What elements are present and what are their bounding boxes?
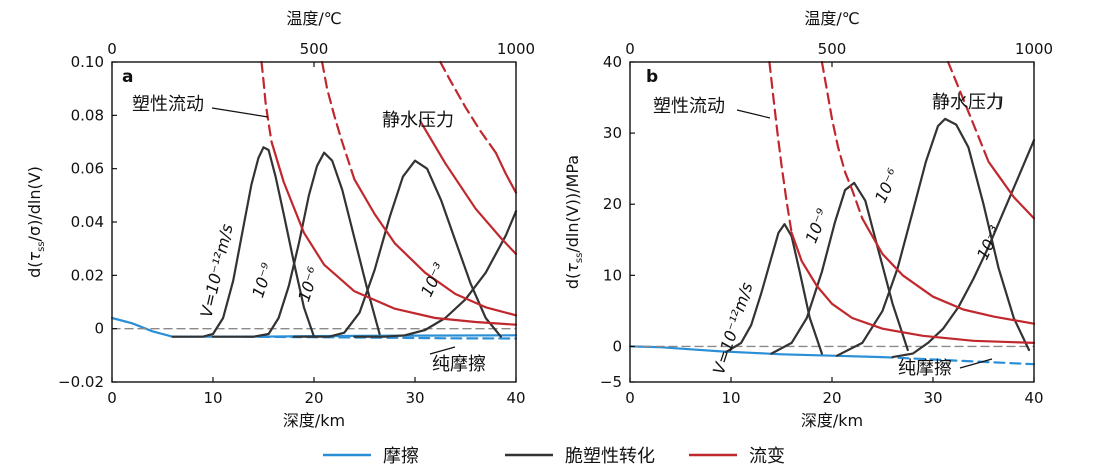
y-tick-label: −0.02 xyxy=(58,373,104,391)
legend-label: 流变 xyxy=(749,446,785,467)
y-tick-label: 0 xyxy=(612,337,622,355)
rheology-series-line-9 xyxy=(820,60,864,220)
x-tick-label: 30 xyxy=(923,389,942,407)
y-tick-label: 0.10 xyxy=(71,53,104,71)
rheology-series-line-14 xyxy=(418,119,518,256)
y-tick-label: 40 xyxy=(603,53,622,71)
top-x-axis-title: 温度/℃ xyxy=(286,9,341,28)
legend-label: 摩擦 xyxy=(383,446,419,467)
y-tick-label: 0.02 xyxy=(71,266,104,284)
x-tick-label: 10 xyxy=(721,389,740,407)
friction-series-line-1 xyxy=(628,345,884,359)
annotation-leader-line xyxy=(429,346,456,355)
y-tick-label: 0 xyxy=(94,320,104,338)
top-tick-label: 1000 xyxy=(497,40,535,58)
y-tick-label: 0.06 xyxy=(71,160,104,178)
annotation-leader-line xyxy=(736,109,771,119)
curve-label: V=10⁻¹²m/s xyxy=(197,222,237,319)
curve-label: 10⁻³ xyxy=(417,260,449,300)
y-tick-label: 0.04 xyxy=(71,213,104,231)
friction-series-line-2 xyxy=(881,356,1036,366)
panel-letter: b xyxy=(646,67,658,87)
curve-label: 10⁻⁹ xyxy=(248,260,277,300)
x-axis-title: 深度/km xyxy=(283,411,345,430)
top-tick-label: 500 xyxy=(300,40,329,58)
annotation-label: 纯摩擦 xyxy=(898,358,952,379)
rheology-series-line-12 xyxy=(353,178,518,317)
curve-label: 10⁻⁹ xyxy=(801,206,832,246)
legend: 摩擦 脆塑性转化 流变 xyxy=(323,446,785,467)
y-tick-label: 10 xyxy=(603,266,622,284)
x-axis-title: 深度/km xyxy=(801,411,863,430)
y-axis-title: d(τss/dln(V))/MPa xyxy=(563,155,585,289)
x-tick-label: 0 xyxy=(625,389,635,407)
rheology-series-line-11 xyxy=(270,140,518,326)
transition-series-line-4 xyxy=(724,223,824,355)
friction-series-line-2 xyxy=(242,335,518,340)
x-tick-label: 20 xyxy=(822,389,841,407)
transition-series-line-6 xyxy=(835,117,1031,357)
annotation-label: 纯摩擦 xyxy=(432,354,486,375)
annotation-leader-line xyxy=(211,107,269,118)
transition-series-line-5 xyxy=(211,151,381,338)
legend-label: 脆塑性转化 xyxy=(565,446,655,467)
x-tick-label: 10 xyxy=(203,389,222,407)
y-tick-label: −5 xyxy=(600,373,622,391)
transition-series-line-7 xyxy=(891,139,1036,359)
rheology-series-line-11 xyxy=(790,231,1036,344)
top-tick-label: 0 xyxy=(625,40,635,58)
x-tick-label: 20 xyxy=(304,389,323,407)
top-tick-label: 0 xyxy=(107,40,117,58)
rheology-series-line-8 xyxy=(260,60,273,144)
y-tick-label: 20 xyxy=(603,195,622,213)
x-tick-label: 40 xyxy=(1024,389,1043,407)
x-tick-label: 40 xyxy=(506,389,525,407)
panel-a-chart: 0 10 20 30 400 500 1000−0.0200.020.040.060.080… xyxy=(25,9,535,430)
rheology-series-line-10 xyxy=(439,60,497,154)
transition-series-line-4 xyxy=(171,146,316,338)
transition-series-line-6 xyxy=(292,159,502,338)
y-tick-label: 30 xyxy=(603,124,622,142)
curve-label: 10⁻⁶ xyxy=(294,264,323,304)
x-tick-label: 30 xyxy=(405,389,424,407)
annotation-label: 塑性流动 xyxy=(653,96,725,117)
rheology-series-line-8 xyxy=(768,60,793,234)
rheology-series-line-10 xyxy=(946,60,990,163)
annotation-label: 塑性流动 xyxy=(132,94,204,115)
panel-letter: a xyxy=(122,67,133,87)
y-tick-label: 0.08 xyxy=(71,106,104,124)
annotation-leader-line xyxy=(959,358,993,369)
curve-label: 10⁻⁶ xyxy=(871,165,903,205)
top-tick-label: 1000 xyxy=(1015,40,1053,58)
annotation-label: 静水压力 xyxy=(932,92,1004,113)
rheology-series-line-13 xyxy=(987,160,1036,220)
rheology-series-line-12 xyxy=(861,217,1036,325)
rheology-series-line-9 xyxy=(321,60,356,181)
top-tick-label: 500 xyxy=(818,40,847,58)
annotation-label: 静水压力 xyxy=(382,110,454,131)
top-x-axis-title: 温度/℃ xyxy=(804,9,859,28)
rheology-series-line-13 xyxy=(494,151,518,194)
panel-b-chart: 0 10 20 30 400 500 1000−5010203040深度/km温度/℃d(τ… xyxy=(563,9,1053,430)
y-axis-title: d(τss/σ)/dln(V) xyxy=(25,166,47,278)
x-tick-label: 0 xyxy=(107,389,117,407)
curve-label: 10⁻³ xyxy=(973,223,1005,263)
transition-series-line-5 xyxy=(770,181,909,355)
